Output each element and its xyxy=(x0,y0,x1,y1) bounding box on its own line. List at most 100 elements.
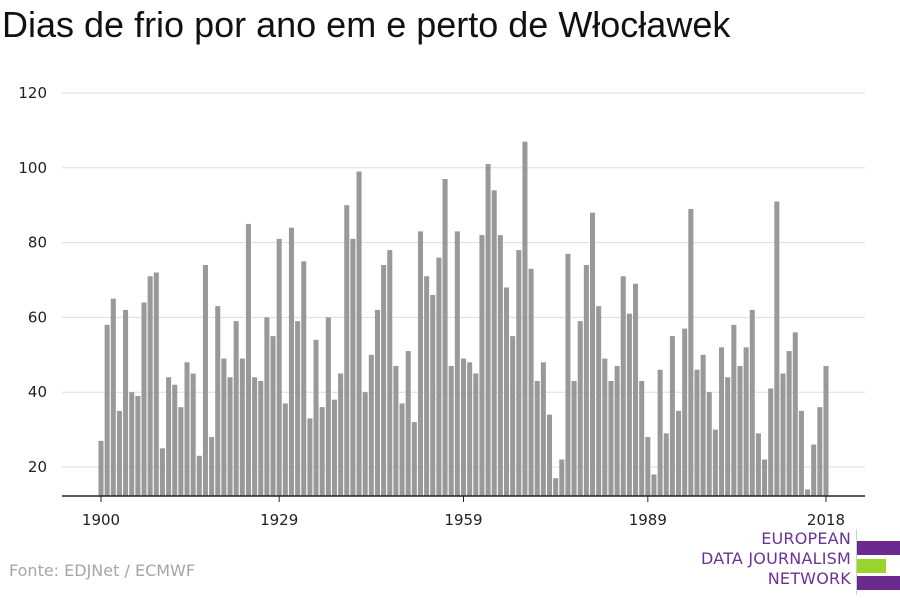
bar xyxy=(774,201,780,496)
bar xyxy=(725,377,731,496)
bar xyxy=(356,171,362,497)
bar xyxy=(436,257,442,496)
bar xyxy=(590,212,596,496)
bar xyxy=(528,268,534,496)
bar xyxy=(123,309,129,496)
bar xyxy=(276,238,282,497)
bar xyxy=(166,377,172,496)
y-tick-label: 60 xyxy=(28,308,47,326)
bar xyxy=(651,474,657,496)
y-tick-label: 40 xyxy=(28,383,47,401)
bar xyxy=(817,407,823,496)
bar xyxy=(762,459,768,496)
bar xyxy=(313,339,319,496)
bar xyxy=(503,287,510,496)
bar xyxy=(780,373,786,496)
bar xyxy=(682,328,688,496)
bar xyxy=(184,362,190,496)
bar xyxy=(141,302,147,496)
bar xyxy=(147,276,153,496)
bar xyxy=(467,362,473,496)
bar xyxy=(295,321,301,496)
chart-title: Dias de frio por ano em e perto de Włocł… xyxy=(2,4,731,45)
axes: 20 40 60 80 100 120 1900 1929 1959 1989 2018 xyxy=(18,84,865,529)
bar xyxy=(755,433,761,496)
bar xyxy=(571,380,577,496)
bar xyxy=(307,418,313,496)
logo-text: EUROPEAN DATA JOURNALISM NETWORK xyxy=(701,529,851,589)
bar xyxy=(688,208,694,496)
bar xyxy=(608,380,614,496)
bar xyxy=(553,478,559,496)
bar xyxy=(786,351,792,496)
bar xyxy=(633,283,639,496)
bar xyxy=(110,298,116,496)
bar xyxy=(258,380,264,496)
bar xyxy=(362,392,368,496)
bar xyxy=(596,306,602,496)
y-tick-label: 20 xyxy=(28,458,47,476)
bar xyxy=(645,437,651,496)
bar xyxy=(583,265,589,496)
logo-bar-bottom xyxy=(857,576,900,590)
bar xyxy=(264,317,270,496)
bar xyxy=(209,437,215,496)
bar xyxy=(282,403,288,496)
bar xyxy=(430,294,436,496)
bar xyxy=(700,354,706,496)
bar xyxy=(319,407,325,496)
bar xyxy=(381,265,387,496)
bar xyxy=(823,366,829,496)
bar xyxy=(454,231,460,496)
bar xyxy=(712,429,718,496)
bar xyxy=(331,399,337,496)
bar xyxy=(577,321,583,496)
bar xyxy=(811,444,817,496)
bar xyxy=(135,395,141,496)
bar xyxy=(399,403,405,496)
bar xyxy=(510,336,516,496)
bar xyxy=(405,351,411,496)
bar xyxy=(669,336,675,496)
bar xyxy=(792,332,798,496)
bar xyxy=(116,410,122,496)
bar xyxy=(743,347,749,496)
bar xyxy=(215,306,221,496)
bar xyxy=(719,347,725,496)
bar xyxy=(516,250,522,496)
bar xyxy=(639,380,645,496)
bar xyxy=(424,276,430,496)
edjnet-logo[interactable]: EUROPEAN DATA JOURNALISM NETWORK xyxy=(690,529,900,595)
x-tick-label: 1900 xyxy=(82,511,120,529)
bar xyxy=(663,433,669,496)
bar xyxy=(676,410,682,496)
bar xyxy=(559,459,565,496)
bar xyxy=(460,358,467,496)
bar xyxy=(190,373,196,496)
bar xyxy=(768,388,774,496)
x-tick-label: 2018 xyxy=(807,511,845,529)
bar xyxy=(350,238,356,497)
bar xyxy=(614,366,620,496)
x-tick-label: 1959 xyxy=(444,511,482,529)
bar xyxy=(805,489,811,496)
bar xyxy=(368,354,374,496)
bar xyxy=(393,366,399,496)
bar xyxy=(798,410,804,496)
bar xyxy=(172,384,178,496)
bar xyxy=(540,362,546,496)
bars xyxy=(98,141,829,497)
bar xyxy=(479,235,485,496)
bar xyxy=(159,448,165,496)
bar xyxy=(196,455,202,496)
bar xyxy=(448,366,454,496)
bar xyxy=(626,313,632,496)
bar xyxy=(749,309,755,496)
bar xyxy=(737,366,743,496)
bar xyxy=(485,164,491,496)
bar xyxy=(534,380,540,496)
logo-bar-top xyxy=(857,541,900,555)
bar xyxy=(245,223,251,496)
bar xyxy=(706,392,712,496)
